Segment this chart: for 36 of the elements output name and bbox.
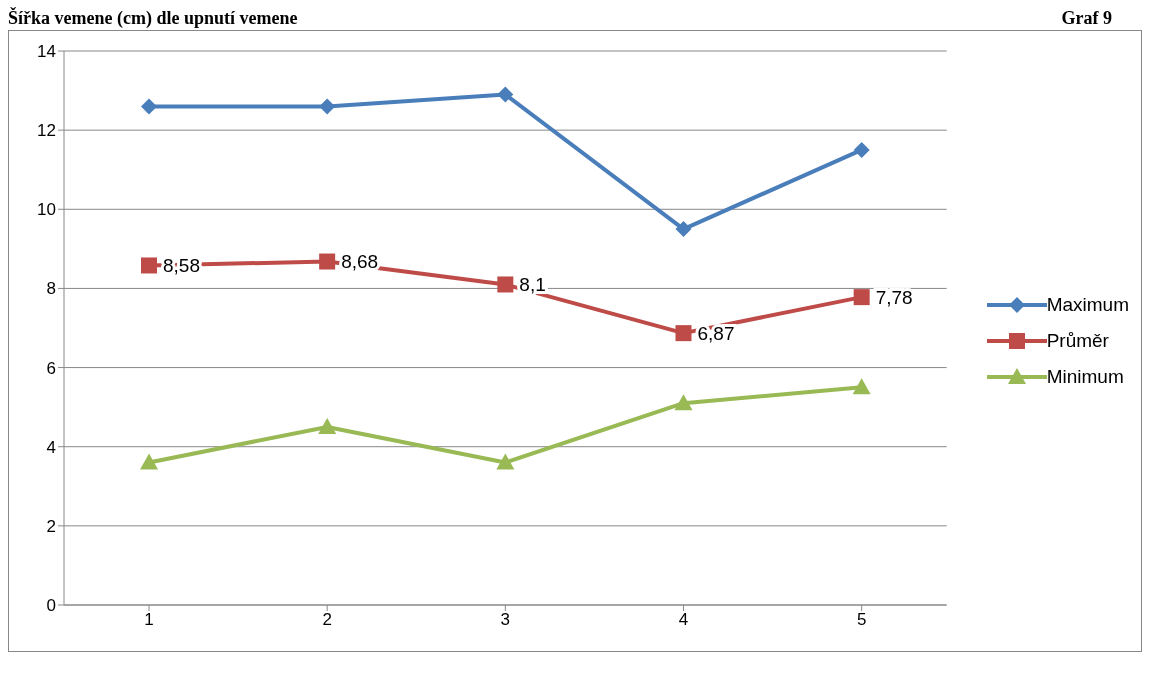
point bbox=[674, 394, 693, 411]
y-tick-label: 6 bbox=[46, 358, 56, 378]
data-label: 8,1 bbox=[519, 274, 546, 296]
point bbox=[675, 221, 692, 238]
point bbox=[141, 257, 157, 274]
legend-label: Maximum bbox=[1046, 293, 1129, 317]
point bbox=[319, 253, 336, 270]
x-tick-label: 5 bbox=[856, 610, 867, 630]
legend-label: Průměr bbox=[1046, 329, 1109, 353]
point bbox=[853, 289, 870, 306]
chart-title: Šířka vemene (cm) dle upnutí vemene bbox=[8, 8, 298, 30]
data-label: 7,78 bbox=[875, 286, 913, 308]
point bbox=[853, 141, 870, 158]
x-tick-label: 4 bbox=[678, 610, 689, 630]
x-tick-label: 3 bbox=[500, 610, 511, 630]
point bbox=[497, 86, 514, 103]
y-tick-label: 14 bbox=[37, 42, 56, 62]
point bbox=[675, 325, 692, 342]
y-tick-label: 10 bbox=[37, 200, 56, 220]
point bbox=[141, 98, 157, 115]
x-tick-label: 1 bbox=[144, 610, 154, 630]
text: Graf 9 bbox=[1061, 8, 1112, 30]
y-tick-label: 4 bbox=[46, 437, 56, 457]
x-tick-label: 2 bbox=[322, 610, 332, 630]
y-tick-label: 0 bbox=[46, 596, 56, 616]
point bbox=[496, 453, 515, 470]
point bbox=[497, 276, 514, 293]
y-tick-label: 12 bbox=[37, 121, 56, 141]
legend-label: Minimum bbox=[1046, 365, 1124, 389]
y-tick-label: 8 bbox=[46, 279, 56, 299]
point bbox=[319, 98, 336, 115]
point bbox=[852, 378, 871, 395]
point bbox=[140, 453, 158, 470]
data-label: 6,87 bbox=[697, 322, 735, 344]
y-tick-label: 2 bbox=[46, 516, 56, 536]
point bbox=[318, 417, 337, 434]
